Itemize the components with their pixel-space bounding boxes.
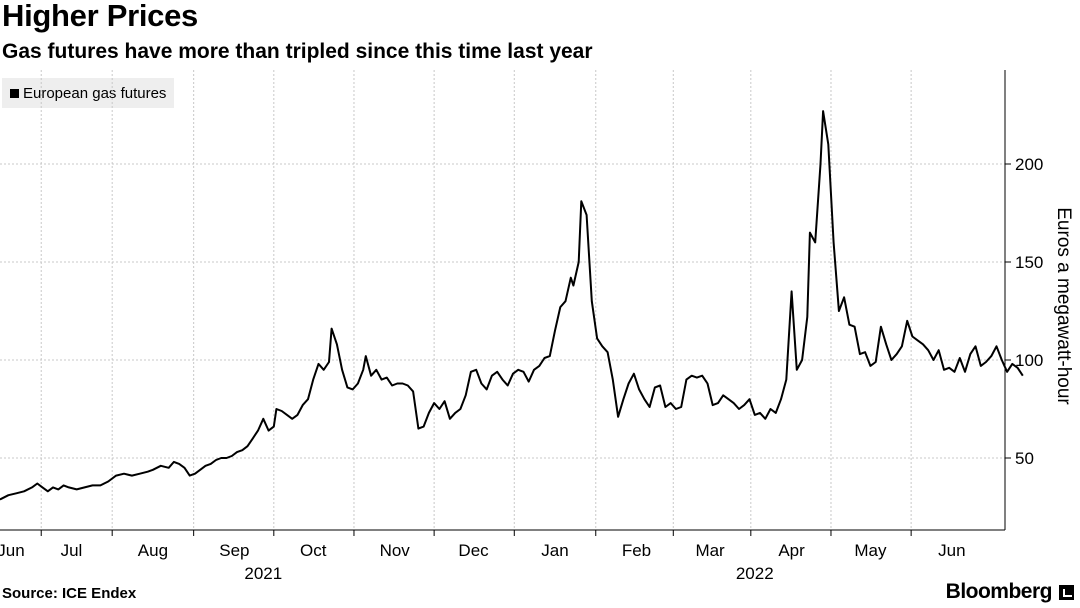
x-tick-label: May — [854, 541, 887, 560]
x-tick-label: Sep — [219, 541, 249, 560]
chart-subtitle: Gas futures have more than tripled since… — [2, 40, 593, 63]
y-tick-label: 200 — [1015, 155, 1043, 174]
gridlines — [0, 70, 1005, 530]
x-year-label: 2021 — [244, 564, 282, 583]
legend-label: European gas futures — [23, 84, 167, 102]
chart-title: Higher Prices — [2, 0, 198, 33]
x-tick-label: Aug — [138, 541, 168, 560]
x-tick-label: Mar — [695, 541, 725, 560]
x-tick-label: Feb — [622, 541, 651, 560]
source-note: Source: ICE Endex — [2, 585, 137, 602]
y-tick-label: 100 — [1015, 351, 1043, 370]
bloomberg-logo: Bloomberg — [946, 580, 1074, 604]
legend: European gas futures — [2, 78, 175, 108]
y-axis-title: Euros a megawatt-hour — [1053, 207, 1074, 405]
x-tick-label: Oct — [300, 541, 327, 560]
legend-swatch — [10, 88, 19, 98]
x-tick-label: Jun — [0, 541, 25, 560]
x-tick-label: Nov — [380, 541, 411, 560]
x-tick-label: Jan — [541, 541, 568, 560]
x-tick-label: Jul — [61, 541, 83, 560]
axes: 50 100 150 200 Jun Jul Aug Sep Oct Nov Dec Jan Feb Ma… — [0, 70, 1074, 583]
brand-name: Bloomberg — [945, 580, 1053, 603]
series-line-european-gas-futures — [0, 110, 1024, 501]
y-tick-label: 150 — [1015, 253, 1043, 272]
y-tick-label: 50 — [1015, 449, 1034, 468]
x-tick-label: Jun — [938, 541, 965, 560]
x-tick-label: Dec — [458, 541, 489, 560]
x-tick-label: Apr — [778, 541, 805, 560]
bloomberg-terminal-icon — [1059, 584, 1074, 600]
x-year-label: 2022 — [736, 564, 774, 583]
series-layer — [0, 110, 1024, 501]
